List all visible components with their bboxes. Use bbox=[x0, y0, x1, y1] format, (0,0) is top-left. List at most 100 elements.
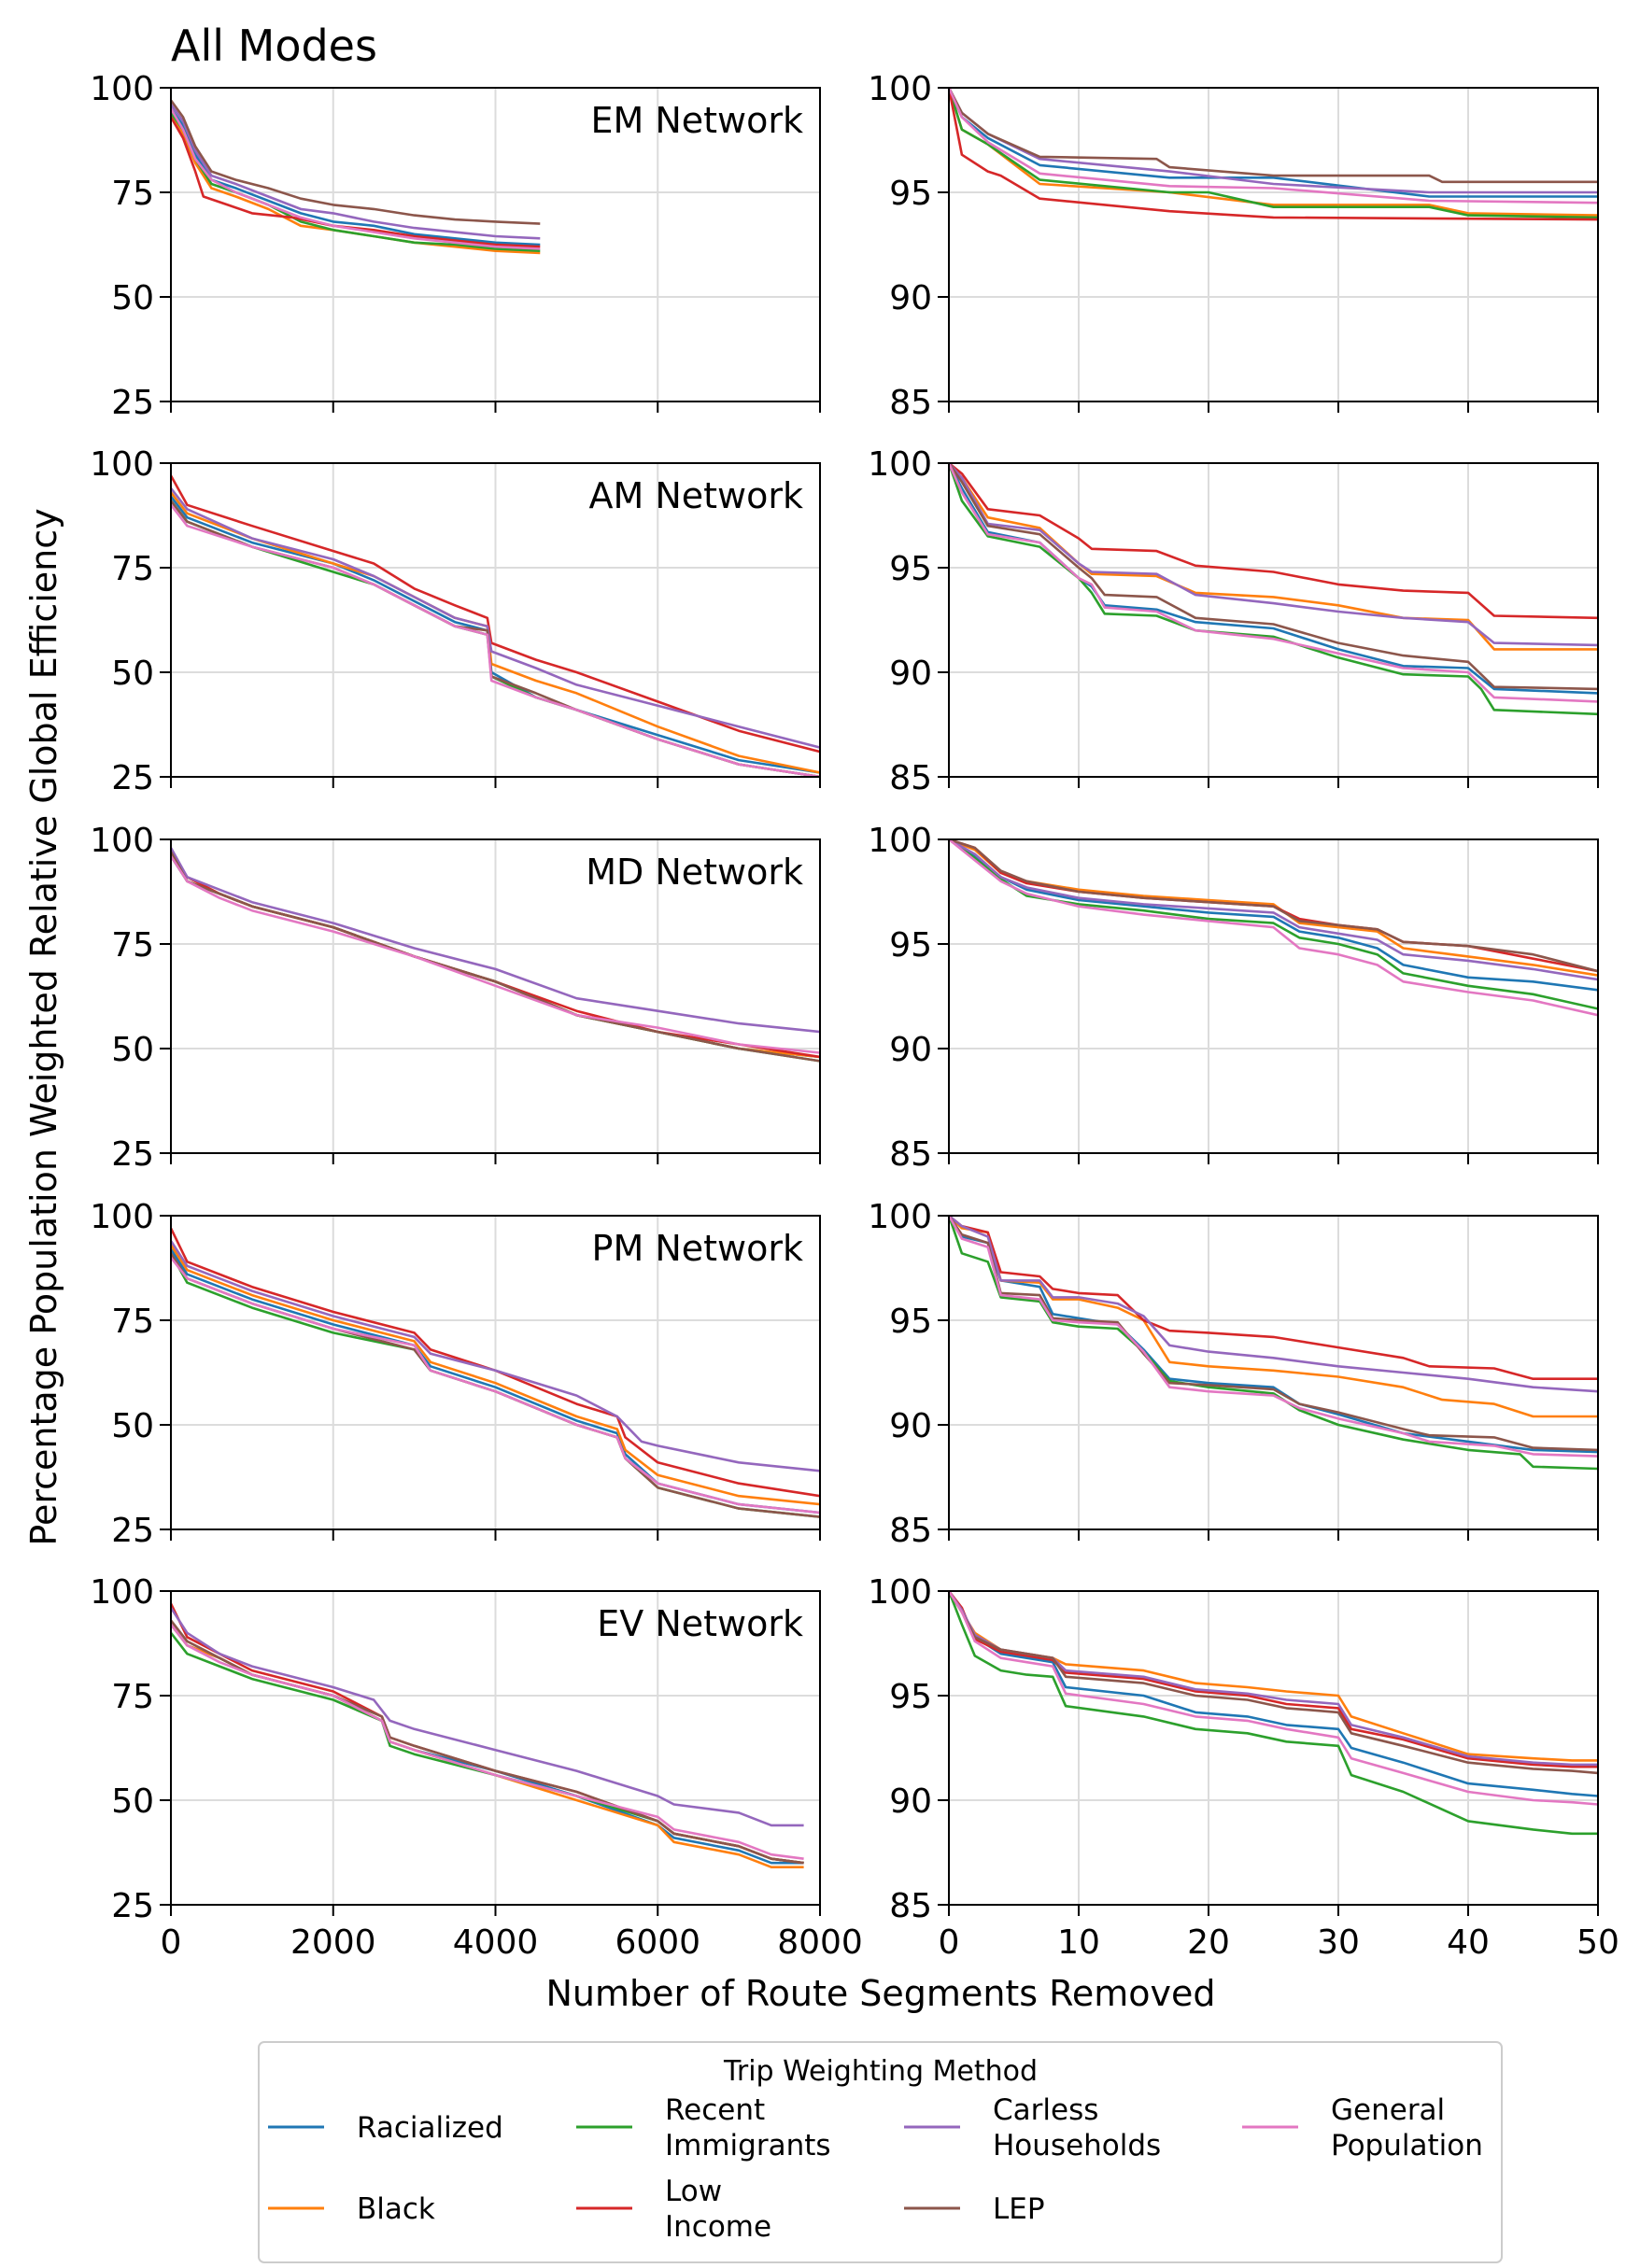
series-line-general-population bbox=[949, 1216, 1598, 1458]
series-line-carless-households bbox=[949, 839, 1598, 981]
y-axis-label: Percentage Population Weighted Relative … bbox=[23, 508, 64, 1545]
y-tick-label: 100 bbox=[868, 1573, 932, 1612]
y-tick-label: 90 bbox=[889, 1031, 932, 1069]
x-tick-label: 30 bbox=[1317, 1923, 1360, 1962]
series-line-general-population bbox=[949, 463, 1598, 703]
series-line-general-population bbox=[171, 855, 820, 1054]
series-line-lep bbox=[171, 1619, 804, 1865]
x-tick-label: 6000 bbox=[615, 1923, 700, 1962]
series-line-general-population bbox=[171, 504, 820, 777]
network-label: MD Network bbox=[586, 852, 803, 893]
x-tick-label: 4000 bbox=[453, 1923, 539, 1962]
x-axis-label: Number of Route Segments Removed bbox=[545, 1973, 1215, 2014]
y-tick-label: 100 bbox=[868, 1198, 932, 1236]
panel-right-2: 85 90 95 100 bbox=[868, 822, 1599, 1174]
legend-label: Black bbox=[357, 2192, 435, 2226]
series-line-carless-households bbox=[171, 487, 820, 749]
legend-label: Income bbox=[665, 2210, 771, 2244]
series-line-carless-households bbox=[171, 847, 820, 1034]
legend-label: Carless bbox=[993, 2093, 1098, 2127]
y-tick-label: 75 bbox=[111, 926, 154, 965]
legend-label: Population bbox=[1331, 2129, 1483, 2162]
series-line-low-income bbox=[949, 88, 1598, 221]
y-tick-label: 85 bbox=[889, 759, 932, 797]
panel-right-0: 85 90 95 100 bbox=[868, 70, 1599, 422]
y-tick-label: 85 bbox=[889, 1512, 932, 1550]
panel-right-1: 85 90 95 100 bbox=[868, 445, 1599, 797]
series-line-lep bbox=[949, 463, 1598, 691]
y-tick-label: 90 bbox=[889, 655, 932, 693]
y-tick-label: 100 bbox=[90, 445, 154, 484]
legend-entry-lep: LEP bbox=[904, 2192, 1045, 2226]
y-tick-label: 85 bbox=[889, 384, 932, 422]
axes-frame bbox=[948, 462, 1599, 778]
y-tick-label: 100 bbox=[868, 822, 932, 860]
x-tick-label: 40 bbox=[1447, 1923, 1490, 1962]
series-line-general-population bbox=[949, 839, 1598, 1017]
series-line-racialized bbox=[171, 496, 820, 774]
series-line-carless-households bbox=[949, 463, 1598, 647]
legend: Trip Weighting Method Racialized Black Rec… bbox=[258, 2041, 1503, 2263]
panel-left-2: 25 50 75 100 MD Network bbox=[90, 822, 821, 1174]
series-line-general-population bbox=[171, 107, 541, 250]
y-tick-label: 85 bbox=[889, 1887, 932, 1925]
y-tick-label: 100 bbox=[90, 70, 154, 108]
series-line-low-income bbox=[171, 474, 820, 754]
series-line-lep bbox=[949, 1591, 1598, 1775]
y-tick-label: 25 bbox=[111, 1512, 154, 1550]
x-tick-label: 0 bbox=[939, 1923, 960, 1962]
axes-frame bbox=[948, 1590, 1599, 1906]
series-line-lep bbox=[949, 839, 1598, 973]
series-line-general-population bbox=[171, 1624, 804, 1860]
panel-left-1: 25 50 75 100 AM Network bbox=[90, 445, 821, 797]
legend-title: Trip Weighting Method bbox=[723, 2055, 1038, 2088]
legend-label: General bbox=[1331, 2093, 1445, 2127]
series-line-lep bbox=[949, 88, 1598, 184]
x-tick-label: 0 bbox=[161, 1923, 182, 1962]
axes-frame bbox=[948, 87, 1599, 402]
series-line-low-income bbox=[171, 116, 541, 248]
series-line-carless-households bbox=[171, 1607, 804, 1827]
series-line-recent-immigrants bbox=[949, 88, 1598, 219]
panel-left-3: 25 50 75 100 PM Network bbox=[90, 1198, 821, 1550]
y-tick-label: 90 bbox=[889, 279, 932, 317]
legend-label: Immigrants bbox=[665, 2129, 831, 2162]
panel-right-4: 85 90 95 100 0 10 20 30 40 50 bbox=[868, 1573, 1619, 1962]
series-line-carless-households bbox=[171, 1240, 820, 1472]
y-tick-label: 100 bbox=[90, 1573, 154, 1612]
x-tick-label: 2000 bbox=[290, 1923, 376, 1962]
series-line-low-income bbox=[949, 1216, 1598, 1380]
y-tick-label: 95 bbox=[889, 1303, 932, 1341]
x-tick-label: 50 bbox=[1576, 1923, 1619, 1962]
axes-frame bbox=[948, 1215, 1599, 1530]
network-label: EM Network bbox=[590, 100, 803, 141]
y-tick-label: 95 bbox=[889, 175, 932, 213]
series-line-low-income bbox=[949, 1591, 1598, 1768]
legend-entry-racialized: Racialized bbox=[268, 2111, 503, 2145]
figure-title: All Modes bbox=[171, 21, 377, 71]
series-line-black bbox=[171, 1244, 820, 1506]
y-tick-label: 85 bbox=[889, 1135, 932, 1174]
legend-label: Households bbox=[993, 2129, 1161, 2162]
series-line-recent-immigrants bbox=[949, 1591, 1598, 1836]
y-tick-label: 95 bbox=[889, 550, 932, 588]
series-line-general-population bbox=[171, 1257, 820, 1514]
legend-label: Recent bbox=[665, 2093, 765, 2127]
y-tick-label: 90 bbox=[889, 1782, 932, 1821]
y-tick-label: 100 bbox=[868, 445, 932, 484]
legend-label: LEP bbox=[993, 2192, 1045, 2226]
y-tick-label: 25 bbox=[111, 384, 154, 422]
series-line-black bbox=[171, 112, 541, 255]
x-tick-label: 20 bbox=[1187, 1923, 1230, 1962]
y-tick-label: 50 bbox=[111, 1407, 154, 1445]
x-tick-label: 10 bbox=[1057, 1923, 1100, 1962]
legend-label: Racialized bbox=[357, 2111, 503, 2145]
series-line-carless-households bbox=[949, 1216, 1598, 1393]
y-tick-label: 100 bbox=[868, 70, 932, 108]
